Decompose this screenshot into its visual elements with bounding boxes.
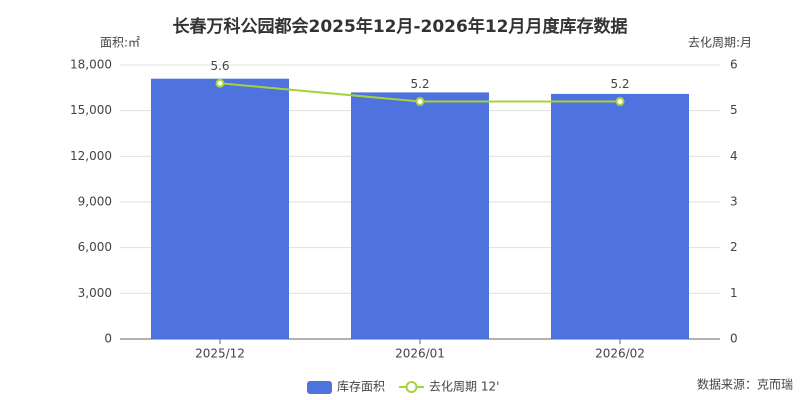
data-label: 5.2 bbox=[610, 77, 629, 91]
y2-axis-label: 去化周期:月 bbox=[688, 36, 752, 50]
y2-tick-label: 6 bbox=[730, 58, 738, 72]
y2-tick-label: 4 bbox=[730, 149, 738, 163]
y2-tick-label: 2 bbox=[730, 240, 738, 254]
y-tick-label: 6,000 bbox=[78, 240, 112, 254]
y2-tick-label: 5 bbox=[730, 103, 738, 117]
y-tick-label: 15,000 bbox=[70, 103, 112, 117]
bar bbox=[351, 92, 489, 340]
y2-tick-label: 1 bbox=[730, 286, 738, 300]
bar bbox=[551, 93, 689, 339]
bar bbox=[151, 78, 289, 339]
y-tick-label: 0 bbox=[104, 332, 112, 346]
data-label: 5.6 bbox=[210, 59, 229, 73]
line-point bbox=[215, 78, 225, 88]
x-tick-label: 2026/02 bbox=[595, 347, 645, 361]
y-tick-label: 18,000 bbox=[70, 58, 112, 72]
y-tick-label: 12,000 bbox=[70, 149, 112, 163]
y-tick-label: 3,000 bbox=[78, 286, 112, 300]
legend-label: 库存面积 bbox=[337, 379, 385, 394]
data-label: 5.2 bbox=[410, 77, 429, 91]
y2-tick-label: 0 bbox=[730, 332, 738, 346]
source: 数据来源：克而瑞 bbox=[697, 377, 793, 392]
legend-swatch bbox=[405, 381, 418, 393]
x-tick-label: 2025/12 bbox=[195, 347, 245, 361]
legend-label: 去化周期 12' bbox=[429, 380, 499, 394]
legend-swatch bbox=[307, 381, 332, 394]
line-point bbox=[415, 97, 425, 107]
x-tick-label: 2026/01 bbox=[395, 347, 445, 361]
chart-title: 长春万科公园都会2025年12月-2026年12月月度库存数据 bbox=[173, 16, 628, 37]
y-axis-label: 面积:㎡ bbox=[100, 36, 140, 50]
y2-tick-label: 3 bbox=[730, 195, 738, 209]
line-point bbox=[615, 97, 625, 107]
y-tick-label: 9,000 bbox=[78, 195, 112, 209]
